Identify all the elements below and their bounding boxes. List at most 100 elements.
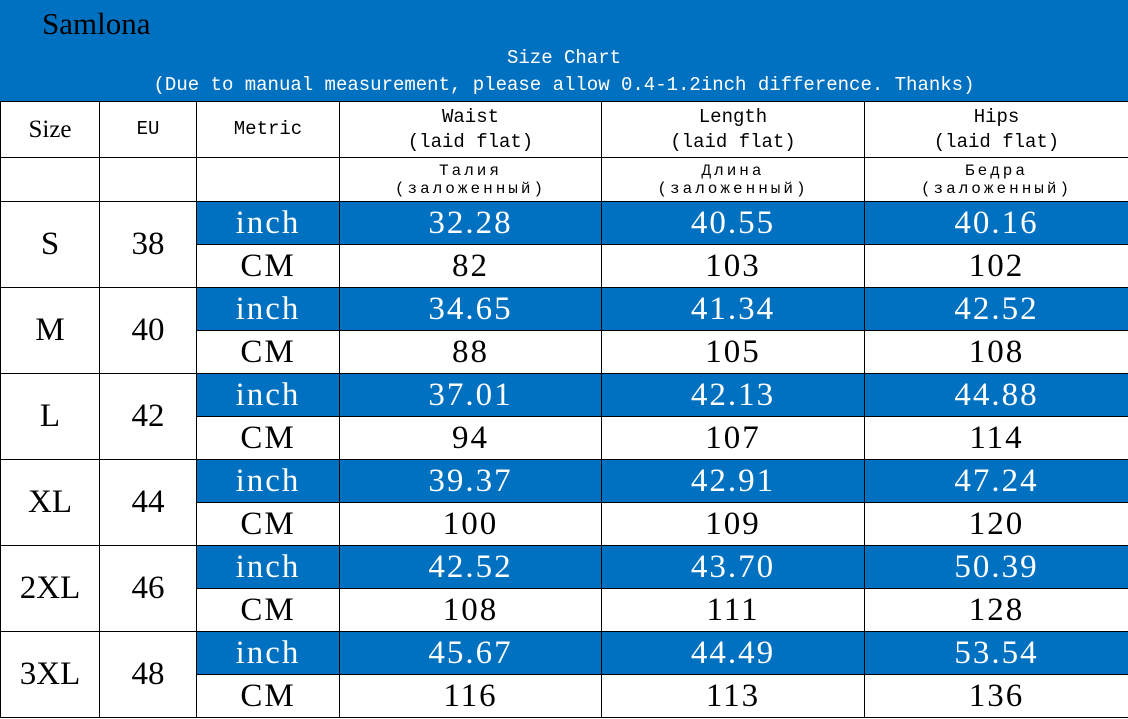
size-cell: L <box>0 373 100 460</box>
unit-cell: inch <box>196 373 340 417</box>
eu-cell: 46 <box>99 545 197 632</box>
empty-cell <box>99 157 197 202</box>
value-cell: 45.67 <box>339 631 602 675</box>
size-cell: 2XL <box>0 545 100 632</box>
unit-cell: inch <box>196 631 340 675</box>
measure-name-ru: Длина <box>701 161 765 180</box>
column-header: Size <box>0 101 100 158</box>
value-cell: 108 <box>339 588 602 632</box>
empty-cell <box>0 157 100 202</box>
unit-cell: inch <box>196 201 340 245</box>
measure-name: Length <box>698 105 768 128</box>
inch-row: 3XL 48 inch 45.67 44.49 53.54 <box>0 631 1128 718</box>
value-cell: 32.28 <box>339 201 602 245</box>
value-cell: 128 <box>864 588 1128 632</box>
value-cell: 53.54 <box>864 631 1128 675</box>
measure-name-ru: Талия <box>438 161 502 180</box>
value-cell: 44.49 <box>601 631 865 675</box>
cm-row: CM 100 109 120 <box>1 502 1128 546</box>
value-cell: 42.13 <box>601 373 865 417</box>
cm-row: CM 116 113 136 <box>1 674 1128 718</box>
value-cell: 39.37 <box>339 459 602 503</box>
value-cell: 102 <box>864 244 1128 288</box>
value-cell: 111 <box>601 588 865 632</box>
inch-row: M 40 inch 34.65 41.34 42.52 <box>0 287 1128 374</box>
value-cell: 120 <box>864 502 1128 546</box>
value-cell: 40.16 <box>864 201 1128 245</box>
value-cell: 103 <box>601 244 865 288</box>
value-cell: 34.65 <box>339 287 602 331</box>
measure-note: (laid flat) <box>670 130 796 153</box>
column-header: Metric <box>196 101 340 158</box>
measure-name: Hips <box>973 105 1020 128</box>
unit-cell: CM <box>196 330 340 374</box>
measure-note-ru: (заложенный) <box>394 179 547 198</box>
measure-header: Length (laid flat) <box>601 101 865 158</box>
value-cell: 42.91 <box>601 459 865 503</box>
size-cell: XL <box>0 459 100 546</box>
unit-cell: CM <box>196 416 340 460</box>
value-cell: 37.01 <box>339 373 602 417</box>
unit-cell: CM <box>196 674 340 718</box>
measure-header-ru: Бедра (заложенный) <box>864 157 1128 202</box>
unit-cell: inch <box>196 459 340 503</box>
size-cell: 3XL <box>0 631 100 718</box>
brand: Samlona <box>42 6 151 41</box>
eu-cell: 42 <box>99 373 197 460</box>
value-cell: 136 <box>864 674 1128 718</box>
unit-cell: CM <box>196 244 340 288</box>
eu-cell: 44 <box>99 459 197 546</box>
value-cell: 82 <box>339 244 602 288</box>
value-cell: 50.39 <box>864 545 1128 589</box>
inch-row: 2XL 46 inch 42.52 43.70 50.39 <box>0 545 1128 632</box>
column-header: EU <box>99 101 197 158</box>
eu-cell: 38 <box>99 201 197 288</box>
measure-header-ru: Длина (заложенный) <box>601 157 865 202</box>
value-cell: 42.52 <box>864 287 1128 331</box>
value-cell: 113 <box>601 674 865 718</box>
value-cell: 44.88 <box>864 373 1128 417</box>
unit-cell: CM <box>196 502 340 546</box>
value-cell: 100 <box>339 502 602 546</box>
measure-note: (laid flat) <box>933 130 1060 153</box>
value-cell: 116 <box>339 674 602 718</box>
value-cell: 43.70 <box>601 545 865 589</box>
measure-note-ru: (заложенный) <box>657 179 809 198</box>
measure-note-ru: (заложенный) <box>920 179 1073 198</box>
size-table: Size EU Metric Waist (laid flat) Length (laid … <box>0 101 1128 718</box>
inch-row: S 38 inch 32.28 40.55 40.16 <box>0 201 1128 288</box>
value-cell: 47.24 <box>864 459 1128 503</box>
note: (Due to manual measurement, please allow… <box>153 74 975 96</box>
value-cell: 109 <box>601 502 865 546</box>
measure-name-ru: Бедра <box>964 161 1028 180</box>
measure-header: Hips (laid flat) <box>864 101 1128 158</box>
chart-title: Size Chart <box>506 47 622 69</box>
unit-cell: inch <box>196 545 340 589</box>
measure-header: Waist (laid flat) <box>339 101 602 158</box>
measure-header-ru: Талия (заложенный) <box>339 157 602 202</box>
measure-name: Waist <box>441 105 499 128</box>
value-cell: 114 <box>864 416 1128 460</box>
unit-cell: inch <box>196 287 340 331</box>
inch-row: L 42 inch 37.01 42.13 44.88 <box>0 373 1128 460</box>
value-cell: 105 <box>601 330 865 374</box>
header-row: Size EU Metric Waist (laid flat) Length (laid … <box>0 101 1128 158</box>
value-cell: 42.52 <box>339 545 602 589</box>
cm-row: CM 94 107 114 <box>1 416 1128 460</box>
size-cell: S <box>0 201 100 288</box>
value-cell: 88 <box>339 330 602 374</box>
value-cell: 94 <box>339 416 602 460</box>
eu-cell: 40 <box>99 287 197 374</box>
measure-note: (laid flat) <box>407 130 534 153</box>
value-cell: 107 <box>601 416 865 460</box>
value-cell: 108 <box>864 330 1128 374</box>
value-cell: 40.55 <box>601 201 865 245</box>
eu-cell: 48 <box>99 631 197 718</box>
header-band: Samlona Size Chart (Due to manual measur… <box>0 0 1128 101</box>
empty-cell <box>196 157 340 202</box>
value-cell: 41.34 <box>601 287 865 331</box>
size-cell: M <box>0 287 100 374</box>
inch-row: XL 44 inch 39.37 42.91 47.24 <box>0 459 1128 546</box>
header-row-ru: Талия (заложенный) Длина (заложенный) Бедра(… <box>0 157 1128 202</box>
